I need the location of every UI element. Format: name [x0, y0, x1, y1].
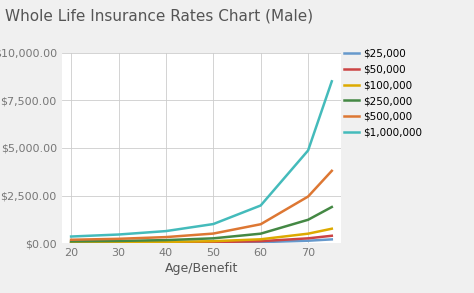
$1,000,000: [116, 233, 121, 236]
$100,000: [258, 238, 264, 241]
$50,000: [68, 241, 74, 245]
Line: $250,000: $250,000: [71, 207, 332, 241]
Line: $1,000,000: $1,000,000: [71, 81, 332, 236]
$100,000: [116, 241, 121, 244]
$100,000: [163, 240, 169, 244]
$1,000,000: [305, 149, 311, 152]
$50,000: [163, 241, 169, 244]
$500,000: [210, 232, 216, 235]
Line: $500,000: $500,000: [71, 171, 332, 240]
$1,000,000: [163, 229, 169, 233]
$50,000: [305, 236, 311, 240]
$500,000: [163, 235, 169, 239]
$250,000: [68, 240, 74, 243]
$500,000: [68, 238, 74, 241]
$25,000: [68, 241, 74, 245]
$500,000: [116, 237, 121, 241]
$250,000: [329, 205, 335, 209]
$250,000: [258, 232, 264, 236]
Line: $50,000: $50,000: [71, 236, 332, 243]
$50,000: [329, 234, 335, 238]
$100,000: [305, 232, 311, 236]
$1,000,000: [210, 222, 216, 226]
$25,000: [210, 241, 216, 244]
$500,000: [329, 169, 335, 173]
$50,000: [258, 239, 264, 243]
$100,000: [329, 227, 335, 231]
Text: Whole Life Insurance Rates Chart (Male): Whole Life Insurance Rates Chart (Male): [5, 9, 313, 24]
$250,000: [163, 238, 169, 242]
$250,000: [210, 236, 216, 240]
X-axis label: Age/Benefit: Age/Benefit: [165, 262, 238, 275]
$25,000: [163, 241, 169, 245]
Line: $100,000: $100,000: [71, 229, 332, 242]
$500,000: [258, 222, 264, 226]
$50,000: [210, 240, 216, 244]
Legend: $25,000, $50,000, $100,000, $250,000, $500,000, $1,000,000: $25,000, $50,000, $100,000, $250,000, $5…: [344, 49, 422, 138]
$1,000,000: [258, 204, 264, 207]
$25,000: [305, 239, 311, 243]
$250,000: [116, 239, 121, 243]
Line: $25,000: $25,000: [71, 239, 332, 243]
$25,000: [329, 238, 335, 241]
$500,000: [305, 195, 311, 198]
$1,000,000: [329, 79, 335, 83]
$25,000: [258, 240, 264, 244]
$100,000: [68, 241, 74, 244]
$250,000: [305, 218, 311, 222]
$100,000: [210, 239, 216, 243]
$25,000: [116, 241, 121, 245]
$1,000,000: [68, 235, 74, 238]
$50,000: [116, 241, 121, 244]
